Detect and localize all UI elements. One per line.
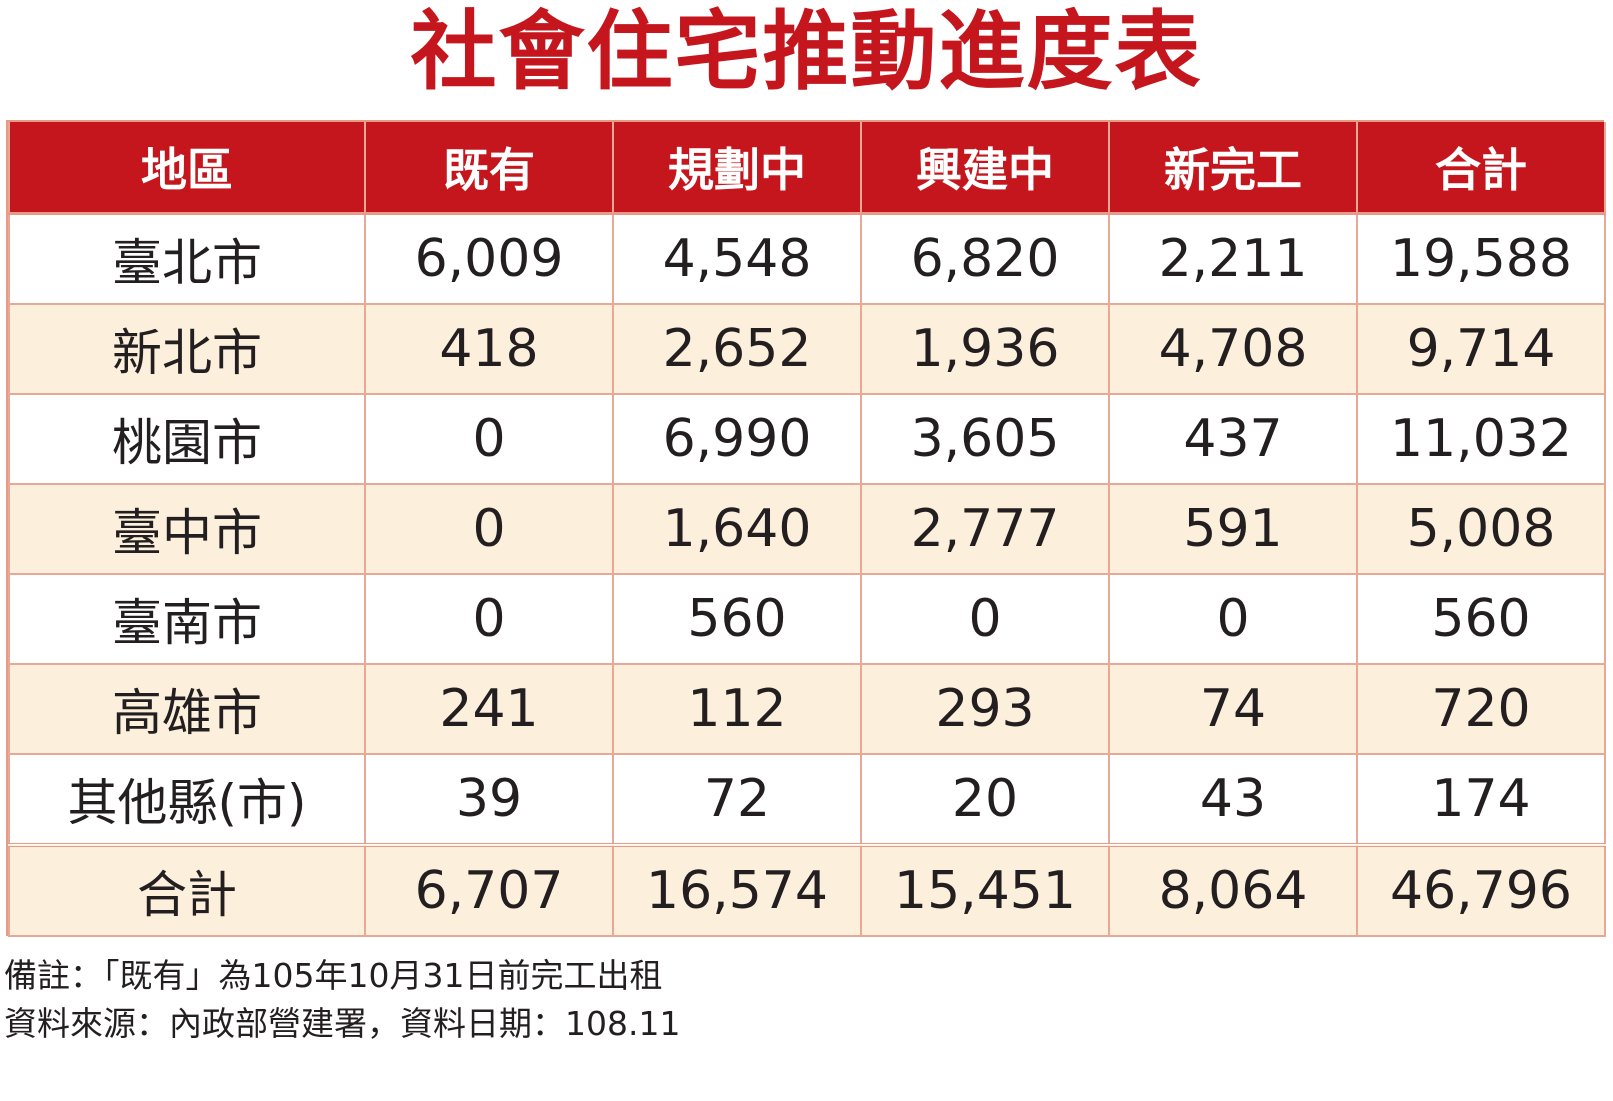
value-cell: 11,032 [1356, 394, 1606, 485]
value-cell: 112 [612, 664, 862, 755]
value-cell: 6,990 [612, 394, 862, 485]
value-cell: 591 [1108, 484, 1358, 575]
table-row: 臺北市 6,009 4,548 6,820 2,211 19,588 [8, 213, 1606, 305]
total-value-cell: 16,574 [612, 843, 862, 937]
value-cell: 0 [1108, 574, 1358, 665]
value-cell: 0 [364, 394, 614, 485]
footnotes: 備註：「既有」為105年10月31日前完工出租 資料來源：內政部營建署，資料日期… [4, 952, 1004, 1048]
value-cell: 174 [1356, 754, 1606, 846]
total-value-cell: 15,451 [860, 843, 1110, 937]
value-cell: 1,936 [860, 304, 1110, 395]
table-row: 臺中市 0 1,640 2,777 591 5,008 [8, 484, 1606, 575]
table-body: 臺北市 6,009 4,548 6,820 2,211 19,588 新北市 418 2,652… [8, 213, 1606, 937]
value-cell: 39 [364, 754, 614, 846]
footnote-remark: 備註：「既有」為105年10月31日前完工出租 [4, 956, 663, 995]
value-cell: 560 [612, 574, 862, 665]
region-cell: 其他縣(市) [8, 754, 366, 846]
region-cell: 臺中市 [8, 484, 366, 575]
value-cell: 560 [1356, 574, 1606, 665]
value-cell: 74 [1108, 664, 1358, 755]
table-row: 桃園市 0 6,990 3,605 437 11,032 [8, 394, 1606, 485]
table-row: 高雄市 241 112 293 74 720 [8, 664, 1606, 755]
footnote-source: 資料來源：內政部營建署，資料日期：108.11 [4, 1004, 681, 1043]
column-header-planning: 規劃中 [612, 122, 862, 215]
column-header-newly-completed: 新完工 [1108, 122, 1358, 215]
value-cell: 2,652 [612, 304, 862, 395]
value-cell: 6,009 [364, 213, 614, 305]
value-cell: 3,605 [860, 394, 1110, 485]
chart-title: 社會住宅推動進度表 [410, 1, 1203, 102]
value-cell: 4,708 [1108, 304, 1358, 395]
region-cell: 桃園市 [8, 394, 366, 485]
value-cell: 1,640 [612, 484, 862, 575]
data-table: 地區 既有 規劃中 興建中 新完工 合計 臺北市 6,009 4,548 6,820 2… [8, 122, 1606, 937]
total-label-cell: 合計 [8, 843, 366, 937]
value-cell: 0 [364, 574, 614, 665]
table-row: 臺南市 0 560 0 0 560 [8, 574, 1606, 665]
column-header-region: 地區 [8, 122, 366, 215]
value-cell: 0 [860, 574, 1110, 665]
column-header-existing: 既有 [364, 122, 614, 215]
value-cell: 293 [860, 664, 1110, 755]
value-cell: 720 [1356, 664, 1606, 755]
value-cell: 5,008 [1356, 484, 1606, 575]
value-cell: 72 [612, 754, 862, 846]
table-header-row: 地區 既有 規劃中 興建中 新完工 合計 [8, 122, 1606, 215]
value-cell: 43 [1108, 754, 1358, 846]
data-table-container: 地區 既有 規劃中 興建中 新完工 合計 臺北市 6,009 4,548 6,820 2… [6, 120, 1606, 937]
total-value-cell: 8,064 [1108, 843, 1358, 937]
total-value-cell: 46,796 [1356, 843, 1606, 937]
column-header-under-construction: 興建中 [860, 122, 1110, 215]
value-cell: 2,211 [1108, 213, 1358, 305]
region-cell: 臺北市 [8, 213, 366, 305]
value-cell: 2,777 [860, 484, 1110, 575]
table-row: 新北市 418 2,652 1,936 4,708 9,714 [8, 304, 1606, 395]
value-cell: 437 [1108, 394, 1358, 485]
value-cell: 241 [364, 664, 614, 755]
region-cell: 高雄市 [8, 664, 366, 755]
value-cell: 20 [860, 754, 1110, 846]
value-cell: 9,714 [1356, 304, 1606, 395]
value-cell: 418 [364, 304, 614, 395]
value-cell: 0 [364, 484, 614, 575]
total-value-cell: 6,707 [364, 843, 614, 937]
table-total-row: 合計 6,707 16,574 15,451 8,064 46,796 [8, 843, 1606, 937]
value-cell: 4,548 [612, 213, 862, 305]
table-row: 其他縣(市) 39 72 20 43 174 [8, 754, 1606, 846]
value-cell: 19,588 [1356, 213, 1606, 305]
region-cell: 新北市 [8, 304, 366, 395]
column-header-total: 合計 [1356, 122, 1606, 215]
region-cell: 臺南市 [8, 574, 366, 665]
value-cell: 6,820 [860, 213, 1110, 305]
